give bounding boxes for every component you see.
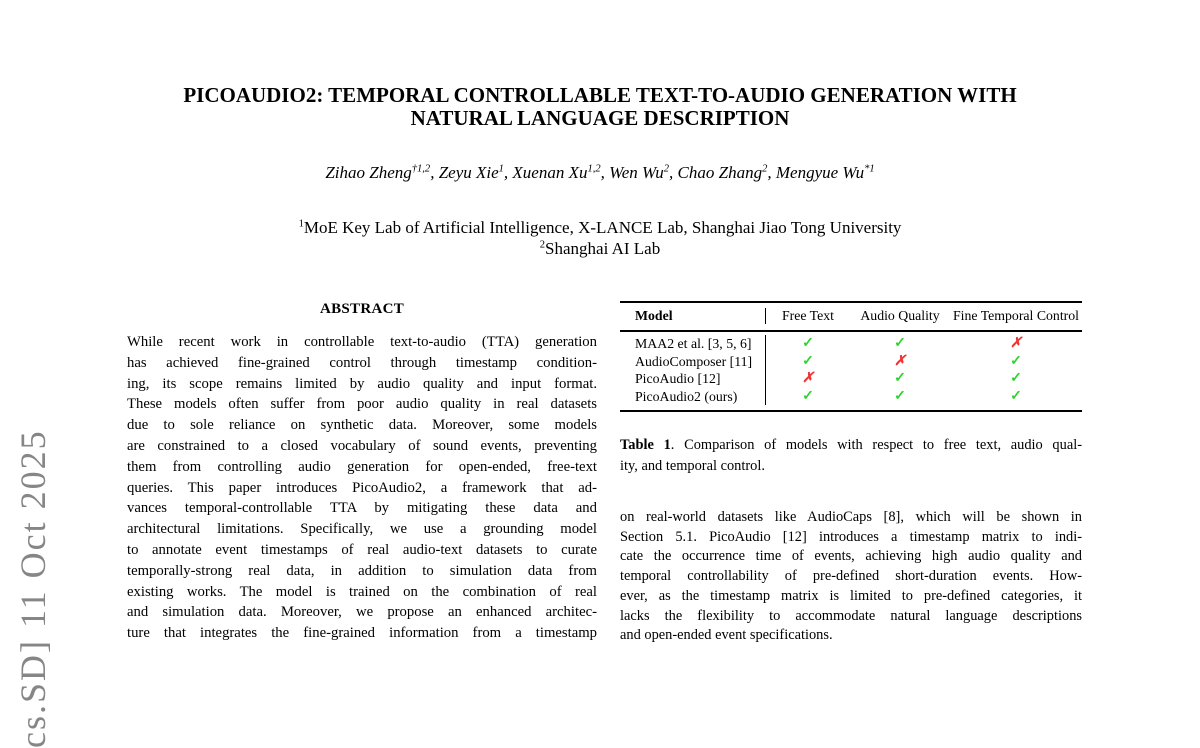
left-column: ABSTRACT While recent work in controllab… <box>127 301 597 646</box>
table-cell-model: PicoAudio2 (ours) <box>635 388 738 404</box>
check-icon: ✓ <box>1010 388 1022 404</box>
body-text-line: lacks the flexibility to accommodate nat… <box>620 607 1082 624</box>
author-name: Wen Wu2 <box>609 163 670 182</box>
body-text-line: on real-world datasets like AudioCaps [8… <box>620 509 1082 525</box>
affiliation-line: 1MoE Key Lab of Artificial Intelligence,… <box>298 218 902 237</box>
abstract-line: temporally-strong real data, in addition… <box>127 562 597 579</box>
two-column-body: ABSTRACT While recent work in controllab… <box>127 301 1082 646</box>
abstract-line: due to sole reliance on synthetic data. … <box>127 417 597 434</box>
arxiv-watermark: cs.SD] 11 Oct 2025 <box>13 429 53 748</box>
table-caption: Table 1. Comparison of models with respe… <box>620 435 1082 477</box>
check-icon: ✓ <box>894 371 906 386</box>
abstract-line: While recent work in controllable text-t… <box>127 334 597 350</box>
check-icon: ✓ <box>765 335 850 353</box>
cross-icon: ✗ <box>894 353 906 369</box>
author-affiliation-mark: *1 <box>864 163 875 175</box>
table-cell-model: MAA2 et al. [3, 5, 6] <box>635 336 752 351</box>
check-icon: ✓ <box>894 388 906 404</box>
author-name: Zeyu Xie1 <box>438 163 504 182</box>
paper-title: PICOAUDIO2: TEMPORAL CONTROLLABLE TEXT-T… <box>60 84 1140 130</box>
model-comparison-table: Model Free Text Audio Quality Fine Tempo… <box>620 301 1082 412</box>
check-icon: ✓ <box>765 352 850 370</box>
abstract-line: are constrained to a closed vocabulary o… <box>127 437 597 454</box>
affiliations: 1MoE Key Lab of Artificial Intelligence,… <box>0 217 1200 259</box>
author-affiliation-mark: 1 <box>498 163 504 175</box>
abstract-line: queries. This paper introduces PicoAudio… <box>127 479 597 496</box>
body-text-line: Section 5.1. PicoAudio [12] introduces a… <box>620 528 1082 545</box>
table-cell-model: AudioComposer [11] <box>635 353 753 369</box>
abstract-line: and simulation data. Moreover, we propos… <box>127 604 597 621</box>
table-header-audio-quality: Audio Quality <box>860 308 940 323</box>
author-affiliation-mark: 2 <box>663 163 670 175</box>
table-caption-text: . Comparison of models with respect to f… <box>670 437 1083 453</box>
abstract-line: them from controlling audio generation f… <box>127 458 597 475</box>
abstract-heading: ABSTRACT <box>319 301 405 317</box>
table-body: MAA2 et al. [3, 5, 6] ✓ ✓ ✗ AudioComposer [1… <box>620 332 1082 410</box>
right-column-paragraph: on real-world datasets like AudioCaps [8… <box>620 508 1082 646</box>
author-name: Xuenan Xu1,2 <box>512 163 601 182</box>
cross-icon: ✗ <box>765 370 850 388</box>
abstract-line: ture that integrates the fine-grained in… <box>127 625 597 642</box>
body-text-line: temporal controllability of pre-defined … <box>620 568 1082 585</box>
check-icon: ✓ <box>765 387 850 405</box>
body-text-line: ever, as the timestamp matrix is limited… <box>620 587 1082 604</box>
body-text-line: and open-ended event specifications. <box>620 627 833 644</box>
table-header-row: Model Free Text Audio Quality Fine Tempo… <box>620 303 1082 332</box>
check-icon: ✓ <box>1010 371 1022 386</box>
paper-title-line1: PICOAUDIO2: TEMPORAL CONTROLLABLE TEXT-T… <box>183 83 1017 107</box>
author-affiliation-mark: †1,2 <box>411 163 431 175</box>
check-icon: ✓ <box>1010 353 1022 369</box>
author-affiliation-mark: 1,2 <box>587 163 601 175</box>
affiliation-mark: 1 <box>298 218 304 230</box>
abstract-line: to annotate event timestamps of real aud… <box>127 541 597 558</box>
abstract-paragraph: While recent work in controllable text-t… <box>127 332 597 644</box>
affiliation-line: 2Shanghai AI Lab <box>539 239 661 258</box>
abstract-line: vances temporal-controllable TTA by miti… <box>127 500 597 517</box>
author-affiliation-mark: 2 <box>762 163 768 175</box>
right-column: Model Free Text Audio Quality Fine Tempo… <box>620 301 1082 646</box>
abstract-line: These models often suffer from poor audi… <box>127 396 597 413</box>
abstract-line: architectural limitations. Specifically,… <box>127 521 597 538</box>
table-row: PicoAudio [12] ✗ ✓ ✓ <box>620 370 1082 388</box>
table-row: MAA2 et al. [3, 5, 6] ✓ ✓ ✗ <box>620 335 1082 353</box>
paper-title-line2: NATURAL LANGUAGE DESCRIPTION <box>410 106 790 130</box>
table-caption-line2: ity, and temporal control. <box>620 458 765 474</box>
author-name: Zihao Zheng†1,2 <box>325 163 431 182</box>
check-icon: ✓ <box>894 336 906 351</box>
author-name: Chao Zhang2 <box>677 163 768 182</box>
body-text-line: cate the occurrence time of events, achi… <box>620 548 1082 565</box>
table-row: AudioComposer [11] ✓ ✗ ✓ <box>620 352 1082 370</box>
cross-icon: ✗ <box>1010 336 1022 351</box>
abstract-line: existing works. The model is trained on … <box>127 583 597 600</box>
authors-line: Zihao Zheng†1,2, Zeyu Xie1, Xuenan Xu1,2… <box>325 163 875 182</box>
abstract-line: has achieved fine-grained control throug… <box>127 354 597 371</box>
affiliation-mark: 2 <box>539 239 546 251</box>
table-caption-label: Table 1 <box>620 437 671 453</box>
table-cell-model: PicoAudio [12] <box>635 371 721 386</box>
table-row: PicoAudio2 (ours) ✓ ✓ ✓ <box>620 387 1082 405</box>
table-header-model: Model <box>635 308 673 323</box>
author-name: Mengyue Wu*1 <box>775 163 875 182</box>
table-header-fine-temporal-control: Fine Temporal Control <box>952 308 1079 323</box>
table-header-free-text: Free Text <box>765 308 850 324</box>
table-caption-line1: Table 1. Comparison of models with respe… <box>620 435 1082 456</box>
abstract-line: ing, its scope remains limited by audio … <box>127 375 597 392</box>
